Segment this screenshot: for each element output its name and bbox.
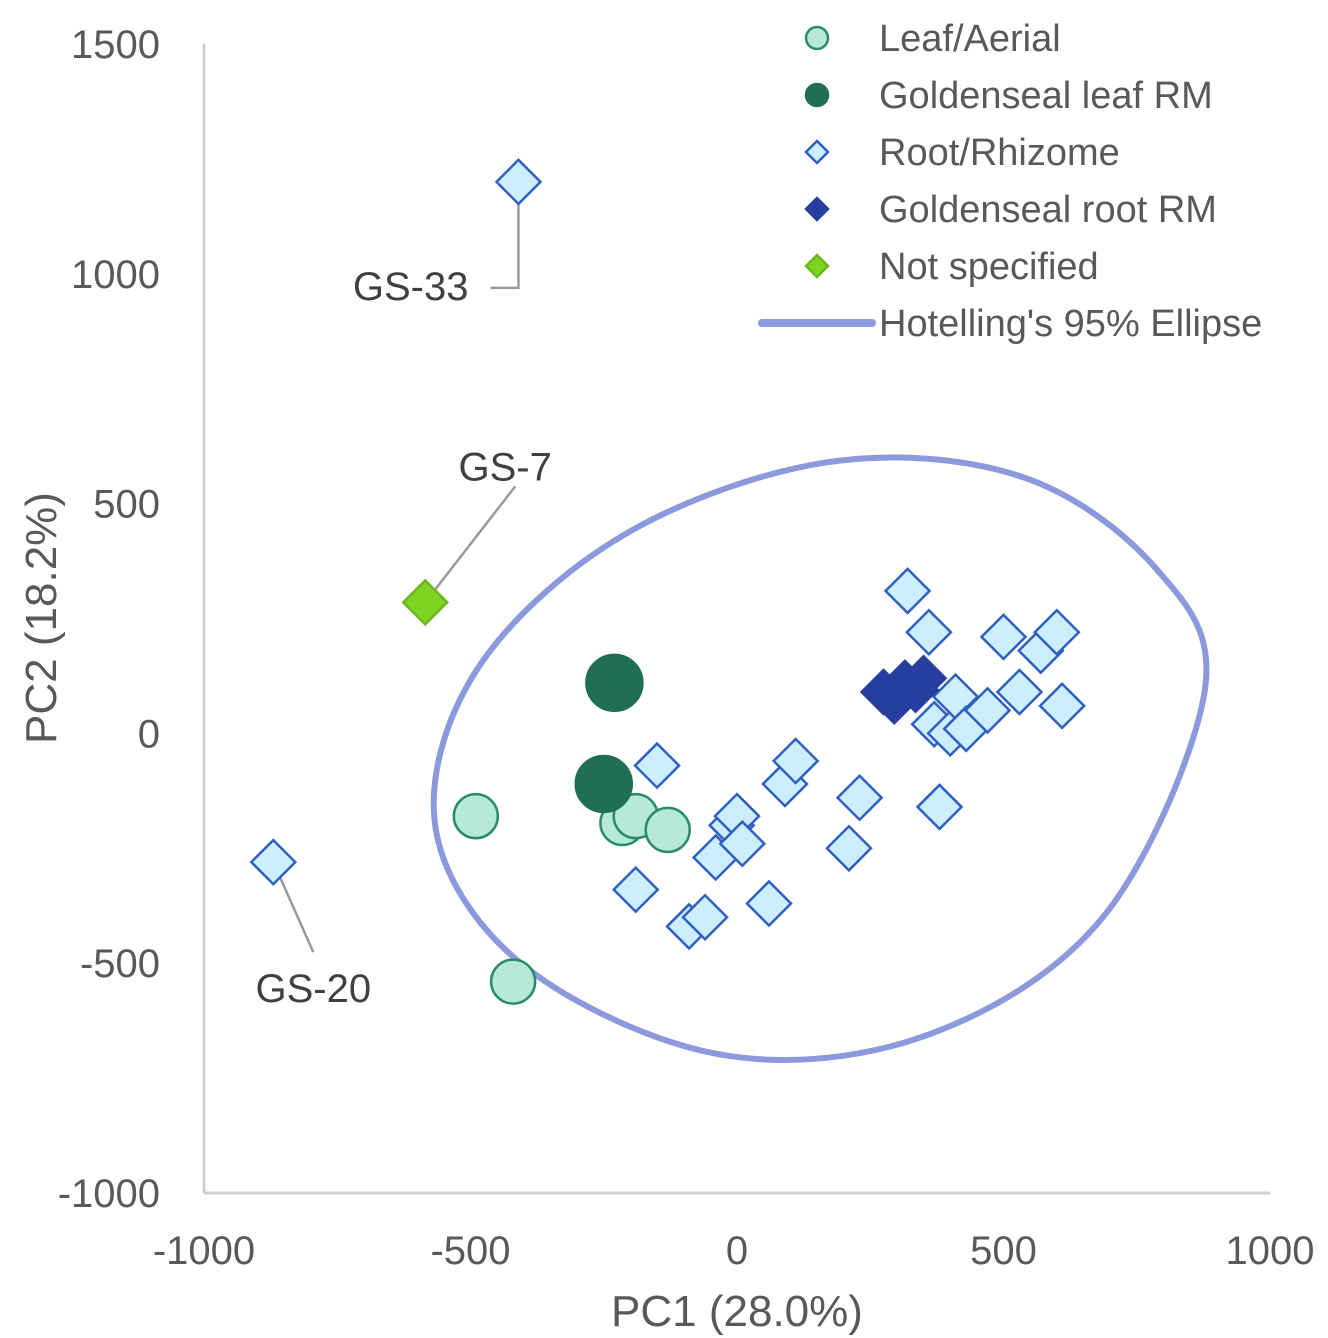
callout-label: GS-33 — [353, 265, 469, 309]
legend-marker — [804, 25, 830, 51]
legend-marker — [804, 196, 830, 222]
hotelling-ellipse — [430, 454, 1210, 1063]
legend-marker — [804, 82, 830, 108]
y-tick-label: 1000 — [71, 253, 160, 297]
legend-label: Root/Rhizome — [879, 132, 1120, 174]
x-axis-title: PC1 (28.0%) — [611, 1287, 863, 1336]
data-point — [963, 686, 1012, 735]
y-tick-labels: 1500 1000 500 0 -500 -1000 — [58, 23, 160, 1216]
data-point — [718, 819, 767, 868]
legend-label: Hotelling's 95% Ellipse — [879, 303, 1262, 345]
data-point — [401, 578, 449, 627]
data-point — [835, 773, 884, 822]
data-point — [611, 865, 660, 914]
data-point — [585, 653, 644, 713]
callout-label: GS-7 — [459, 445, 552, 489]
data-point — [1038, 682, 1086, 730]
callout-line — [490, 199, 520, 290]
hotelling-ellipse-layer — [430, 454, 1210, 1063]
legend-label: Goldenseal root RM — [879, 189, 1217, 231]
legend-label: Goldenseal leaf RM — [879, 75, 1213, 117]
legend-marker — [804, 253, 830, 279]
data-point — [745, 879, 793, 928]
y-tick-label: 1500 — [71, 23, 160, 67]
data-point — [249, 838, 298, 886]
data-point — [574, 754, 633, 814]
x-tick-label: 0 — [726, 1229, 748, 1273]
x-tick-label: -500 — [430, 1229, 510, 1273]
data-point — [681, 893, 729, 942]
callout-label: GS-20 — [255, 967, 371, 1011]
legend-label: Leaf/Aerial — [879, 18, 1061, 60]
legend-marker — [804, 139, 830, 165]
y-tick-label: -500 — [80, 942, 160, 986]
data-point — [489, 958, 537, 1005]
data-point — [883, 567, 932, 615]
y-tick-label: 0 — [138, 712, 160, 756]
data-point — [494, 158, 543, 206]
x-tick-label: 1000 — [1226, 1229, 1315, 1273]
data-point — [771, 737, 820, 785]
x-tick-labels: -1000 -500 0 500 1000 — [153, 1229, 1315, 1273]
callout-line — [424, 485, 517, 604]
data-point — [1033, 608, 1081, 657]
y-tick-label: 500 — [93, 483, 160, 527]
data-points — [249, 158, 1086, 1005]
data-point — [633, 741, 681, 790]
data-point — [979, 613, 1028, 661]
data-point — [644, 806, 691, 854]
x-tick-label: -1000 — [153, 1229, 255, 1273]
y-axis-title: PC2 (18.2%) — [17, 492, 66, 744]
legend: Leaf/Aerial Goldenseal leaf RM Root/Rhizom… — [758, 18, 1262, 345]
data-point — [915, 783, 964, 831]
legend-label: Not specified — [879, 246, 1099, 288]
data-point — [899, 654, 948, 703]
data-point — [995, 668, 1044, 716]
axes — [202, 44, 1270, 1195]
x-tick-label: 500 — [970, 1229, 1037, 1273]
data-point — [452, 792, 500, 840]
data-point — [825, 824, 873, 873]
data-point — [905, 608, 953, 657]
point-callouts: GS-33 GS-7 GS-20 — [255, 199, 552, 1011]
y-tick-label: -1000 — [58, 1172, 160, 1216]
